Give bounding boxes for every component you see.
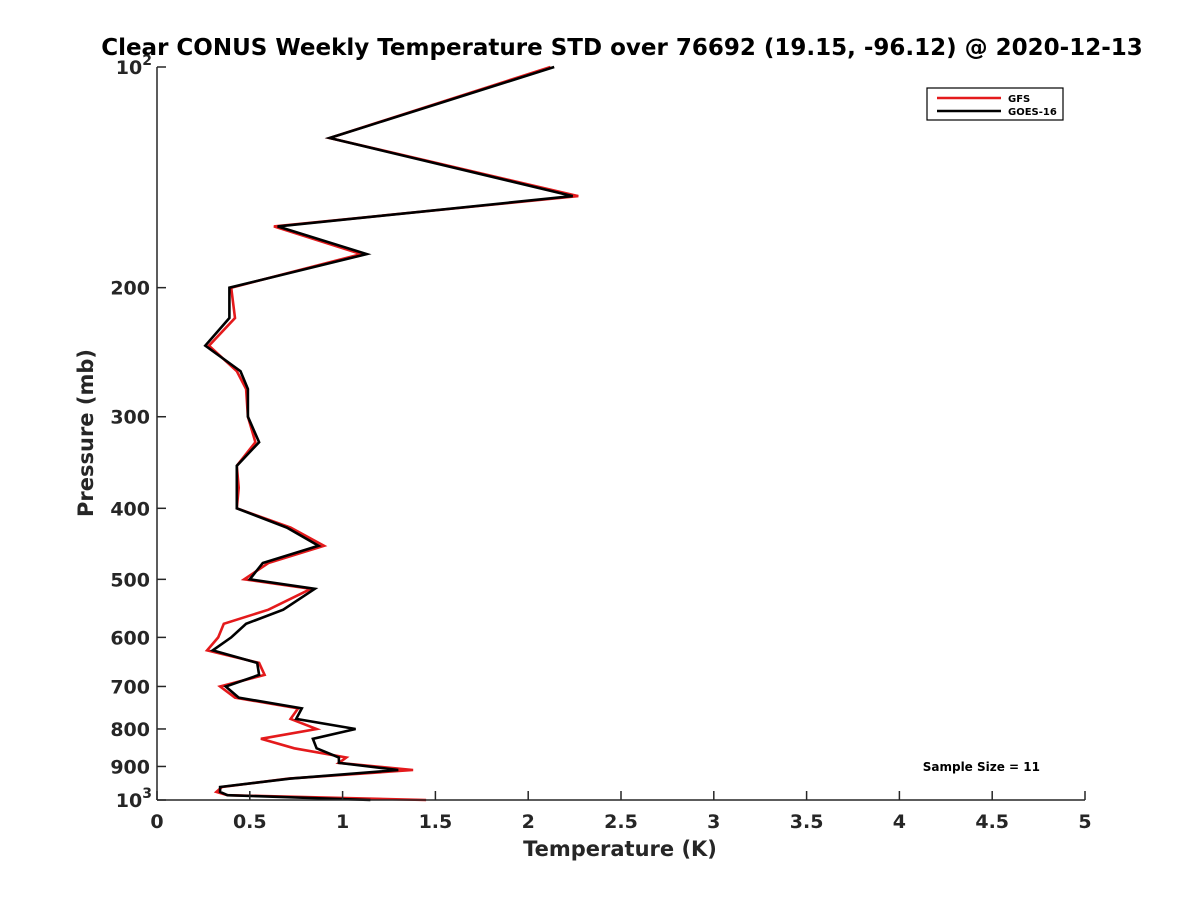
y-tick-label: 300 [110, 407, 150, 429]
x-tick-label: 0.5 [233, 811, 267, 833]
y-axis-label: Pressure (mb) [74, 349, 98, 517]
y-tick-label: 800 [110, 719, 150, 741]
legend: GFS GOES-16 [926, 87, 1064, 121]
plot-area: 0 0.5 1 1.5 2 2.5 3 3.5 4 4.5 5 102 200 300 400 500 600 7… [110, 53, 1091, 833]
x-tick-label: 4 [893, 811, 906, 833]
y-tick-label: 200 [110, 278, 150, 300]
x-tick-label: 4.5 [975, 811, 1009, 833]
y-tick-label: 500 [110, 569, 150, 591]
legend-label: GFS [1008, 94, 1030, 105]
y-tick-label: 102 [116, 53, 152, 79]
chart-title: Clear CONUS Weekly Temperature STD over … [101, 35, 1143, 61]
x-tick-label: 1 [336, 811, 349, 833]
x-tick-label: 5 [1078, 811, 1091, 833]
x-tick-label: 3 [707, 811, 720, 833]
y-tick-label: 103 [116, 786, 152, 812]
x-tick-label: 2 [522, 811, 535, 833]
legend-label: GOES-16 [1008, 107, 1057, 118]
x-tick-label: 3.5 [790, 811, 824, 833]
y-tick-label: 600 [110, 627, 150, 649]
y-tick-label: 900 [110, 756, 150, 778]
y-tick-label: 400 [110, 498, 150, 520]
sample-size-annotation: Sample Size = 11 [923, 760, 1040, 774]
x-tick-label: 2.5 [604, 811, 638, 833]
series-line-goes-16 [203, 65, 574, 802]
legend-box [926, 87, 1064, 121]
y-tick-label: 700 [110, 676, 150, 698]
series-line-gfs [204, 65, 579, 802]
x-tick-label: 1.5 [419, 811, 453, 833]
x-tick-label: 0 [150, 811, 163, 833]
x-axis-label: Temperature (K) [523, 837, 717, 861]
